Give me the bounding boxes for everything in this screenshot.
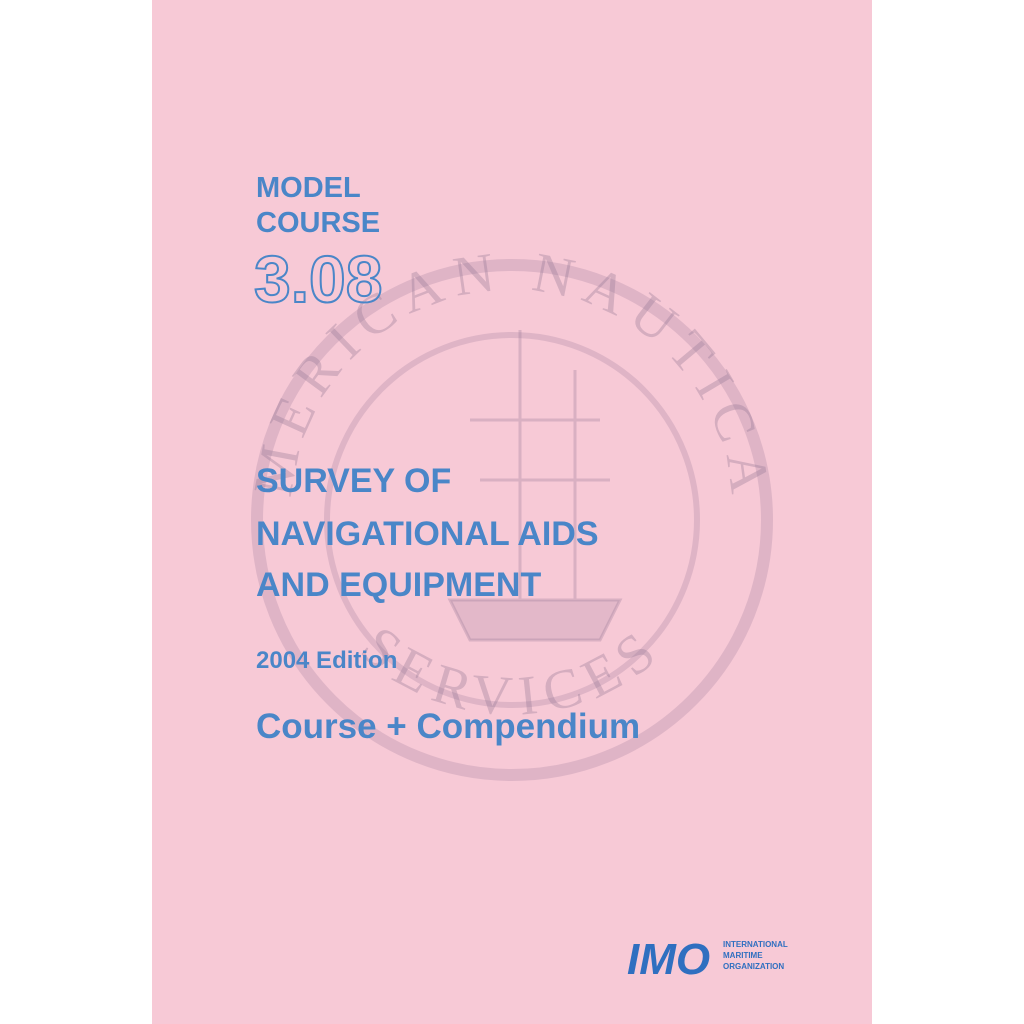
edition: 2004 Edition	[256, 647, 397, 674]
title-line: NAVIGATIONAL AIDS	[256, 515, 599, 553]
series-label: MODEL	[256, 172, 361, 204]
publisher-name: MARITIME	[723, 951, 763, 960]
cover-background	[152, 0, 872, 1024]
series-label: COURSE	[256, 207, 380, 239]
watermark-ship	[447, 330, 623, 642]
title-line: AND EQUIPMENT	[256, 566, 541, 604]
title-line: SURVEY OF	[256, 462, 451, 500]
watermark-ring	[251, 259, 773, 781]
publisher-name: ORGANIZATION	[723, 962, 784, 971]
contents: Course + Compendium	[256, 707, 640, 746]
publisher-logo: IMO	[627, 935, 710, 984]
watermark-ring	[324, 332, 700, 708]
publisher-name: INTERNATIONAL	[723, 940, 788, 949]
course-number: 3.08	[254, 242, 382, 316]
